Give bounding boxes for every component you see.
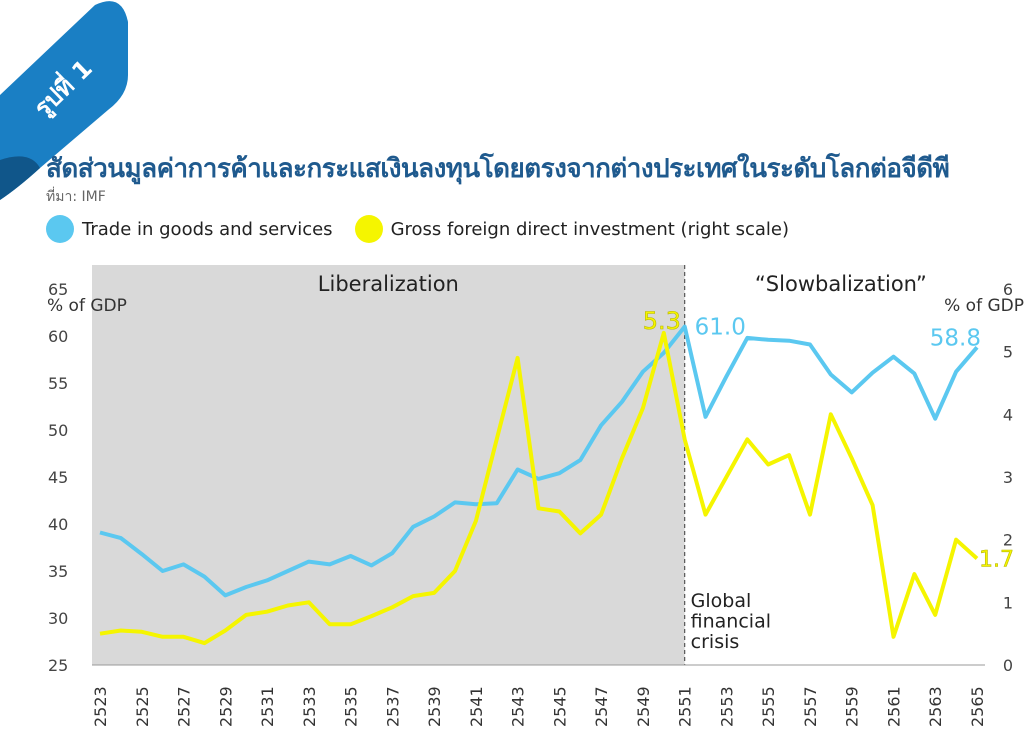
region-liberalization-shade	[92, 265, 685, 665]
y-left-tick-label: 30	[48, 609, 68, 628]
x-tick-label: 2537	[383, 686, 402, 727]
x-tick-label: 2557	[801, 686, 820, 727]
y-left-tick-label: 60	[48, 327, 68, 346]
ribbon-fold	[0, 156, 40, 200]
y-left-tick-label: 55	[48, 374, 68, 393]
legend-swatch-trade	[46, 215, 74, 243]
y-right-tick-label: 5	[1003, 343, 1013, 362]
x-tick-label: 2563	[926, 686, 945, 727]
x-tick-label: 2545	[550, 686, 569, 727]
x-tick-label: 2523	[91, 686, 110, 727]
y-right-tick-label: 4	[1003, 405, 1013, 424]
x-tick-label: 2561	[884, 686, 903, 727]
x-tick-label: 2535	[342, 686, 361, 727]
y-left-tick-label: 65	[48, 280, 68, 299]
x-tick-label: 2565	[968, 686, 987, 727]
x-tick-label: 2541	[467, 686, 486, 727]
x-tick-label: 2547	[592, 686, 611, 727]
y-right-axis-label: % of GDP	[944, 296, 1024, 316]
figure-badge: รูปที่ 1	[0, 1, 128, 201]
ribbon-shape	[0, 1, 128, 201]
crisis-annotation-line: Global	[691, 590, 752, 612]
legend-label-trade: Trade in goods and services	[82, 218, 333, 240]
legend-label-fdi: Gross foreign direct investment (right s…	[390, 218, 789, 240]
x-tick-label: 2531	[258, 686, 277, 727]
x-tick-label: 2559	[843, 686, 862, 727]
y-left-tick-label: 50	[48, 421, 68, 440]
y-right-tick-label: 6	[1003, 280, 1013, 299]
y-left-tick-label: 35	[48, 562, 68, 581]
crisis-annotation-line: financial	[691, 611, 771, 633]
x-tick-label: 2529	[216, 686, 235, 727]
crisis-annotation-line: crisis	[691, 631, 740, 653]
data-label-fdi-peak: 5.3	[643, 307, 681, 335]
legend-swatch-fdi	[354, 215, 383, 243]
y-right-tick-label: 2	[1003, 531, 1013, 550]
line-chart: Liberalization “Slowbalization” % of GDP % …	[47, 265, 1024, 727]
y-left-tick-label: 45	[48, 468, 68, 487]
figure-title: สัดส่วนมูลค่าการค้าและกระแสเงินลงทุนโดยต…	[46, 154, 950, 184]
series-line-fdi	[99, 330, 979, 646]
region-label-slowbalization: “Slowbalization”	[755, 272, 927, 296]
y-right-tick-label: 3	[1003, 468, 1013, 487]
x-tick-label: 2549	[634, 686, 653, 727]
y-right-tick-label: 0	[1003, 656, 1013, 675]
data-label-trade-peak: 61.0	[695, 315, 746, 341]
legend-item-trade: Trade in goods and services	[46, 215, 333, 243]
chart-legend: Trade in goods and services Gross foreig…	[46, 213, 811, 245]
y-right-tick-label: 1	[1003, 593, 1013, 612]
x-tick-label: 2539	[425, 686, 444, 727]
y-left-tick-label: 40	[48, 515, 68, 534]
data-label-fdi-last: 1.7	[979, 547, 1014, 572]
x-tick-label: 2551	[676, 686, 695, 727]
series-line-trade	[99, 324, 979, 598]
x-tick-label: 2555	[759, 686, 778, 727]
figure-source: ที่มา: IMF	[46, 189, 106, 205]
data-label-trade-last: 58.8	[930, 325, 981, 351]
x-tick-label: 2533	[300, 686, 319, 727]
y-left-axis-label: % of GDP	[47, 296, 127, 316]
x-tick-label: 2527	[175, 686, 194, 727]
x-tick-label: 2543	[509, 686, 528, 727]
legend-item-fdi: Gross foreign direct investment (right s…	[354, 215, 789, 243]
y-left-tick-label: 25	[48, 656, 68, 675]
x-tick-label: 2525	[133, 686, 152, 727]
x-tick-label: 2553	[717, 686, 736, 727]
region-label-liberalization: Liberalization	[318, 272, 459, 296]
